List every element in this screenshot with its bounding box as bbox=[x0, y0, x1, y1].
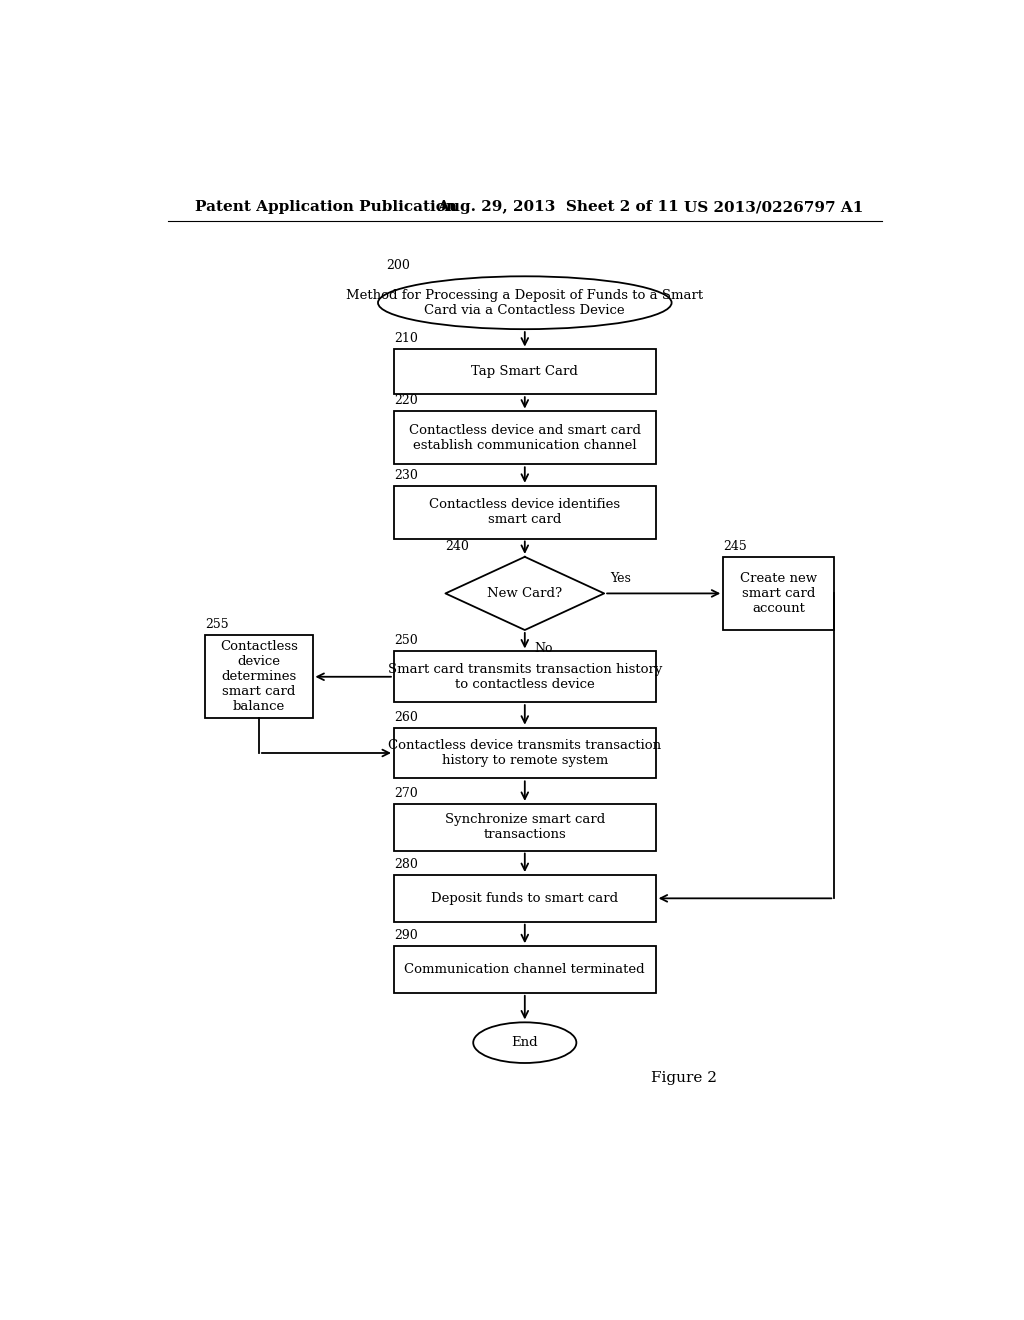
Text: 230: 230 bbox=[394, 469, 418, 482]
Text: 255: 255 bbox=[206, 618, 229, 631]
Text: Create new
smart card
account: Create new smart card account bbox=[740, 572, 817, 615]
FancyBboxPatch shape bbox=[394, 412, 655, 465]
Text: Communication channel terminated: Communication channel terminated bbox=[404, 964, 645, 975]
Text: Contactless device identifies
smart card: Contactless device identifies smart card bbox=[429, 498, 621, 527]
Text: 290: 290 bbox=[394, 929, 418, 942]
Polygon shape bbox=[445, 557, 604, 630]
FancyBboxPatch shape bbox=[206, 635, 312, 718]
Text: Patent Application Publication: Patent Application Publication bbox=[196, 201, 458, 214]
Text: 260: 260 bbox=[394, 710, 418, 723]
Text: Tap Smart Card: Tap Smart Card bbox=[471, 366, 579, 379]
Text: Contactless device transmits transaction
history to remote system: Contactless device transmits transaction… bbox=[388, 739, 662, 767]
Text: US 2013/0226797 A1: US 2013/0226797 A1 bbox=[684, 201, 863, 214]
Ellipse shape bbox=[378, 276, 672, 329]
Text: New Card?: New Card? bbox=[487, 587, 562, 599]
Text: Contactless
device
determines
smart card
balance: Contactless device determines smart card… bbox=[220, 640, 298, 713]
Text: 250: 250 bbox=[394, 635, 418, 647]
FancyBboxPatch shape bbox=[723, 557, 835, 630]
Ellipse shape bbox=[473, 1022, 577, 1063]
FancyBboxPatch shape bbox=[394, 727, 655, 779]
Text: Smart card transmits transaction history
to contactless device: Smart card transmits transaction history… bbox=[388, 663, 662, 690]
FancyBboxPatch shape bbox=[394, 946, 655, 993]
Text: Deposit funds to smart card: Deposit funds to smart card bbox=[431, 892, 618, 904]
Text: Contactless device and smart card
establish communication channel: Contactless device and smart card establ… bbox=[409, 424, 641, 451]
Text: Figure 2: Figure 2 bbox=[650, 1072, 717, 1085]
Text: 270: 270 bbox=[394, 787, 418, 800]
Text: End: End bbox=[511, 1036, 539, 1049]
Text: 200: 200 bbox=[386, 259, 410, 272]
Text: 220: 220 bbox=[394, 395, 418, 408]
Text: Aug. 29, 2013  Sheet 2 of 11: Aug. 29, 2013 Sheet 2 of 11 bbox=[437, 201, 679, 214]
Text: 245: 245 bbox=[723, 540, 746, 553]
Text: 280: 280 bbox=[394, 858, 418, 871]
Text: 210: 210 bbox=[394, 333, 418, 346]
FancyBboxPatch shape bbox=[394, 486, 655, 539]
Text: Method for Processing a Deposit of Funds to a Smart
Card via a Contactless Devic: Method for Processing a Deposit of Funds… bbox=[346, 289, 703, 317]
Text: No: No bbox=[535, 643, 553, 655]
Text: Yes: Yes bbox=[610, 573, 632, 585]
FancyBboxPatch shape bbox=[394, 651, 655, 702]
Text: Synchronize smart card
transactions: Synchronize smart card transactions bbox=[444, 813, 605, 841]
FancyBboxPatch shape bbox=[394, 875, 655, 921]
Text: 240: 240 bbox=[445, 540, 469, 553]
FancyBboxPatch shape bbox=[394, 804, 655, 850]
FancyBboxPatch shape bbox=[394, 350, 655, 395]
